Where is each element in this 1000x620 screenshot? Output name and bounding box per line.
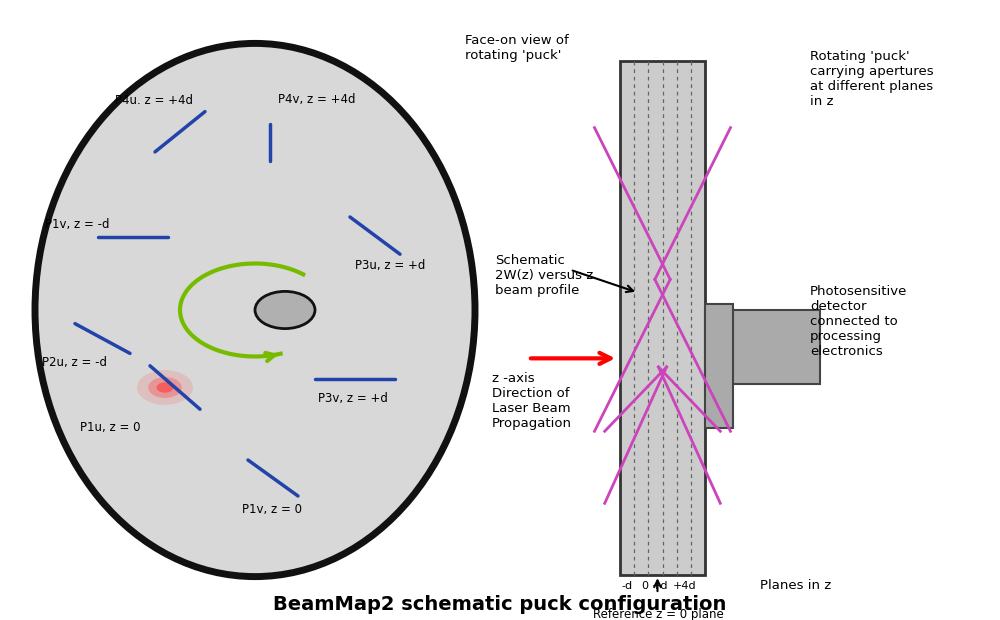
Text: P4v, z = +4d: P4v, z = +4d: [278, 93, 356, 105]
Text: Rotating 'puck'
carrying apertures
at different planes
in z: Rotating 'puck' carrying apertures at di…: [810, 50, 934, 108]
Text: -d: -d: [621, 581, 633, 591]
Circle shape: [148, 377, 182, 398]
Text: P4u. z = +4d: P4u. z = +4d: [115, 94, 193, 107]
Text: P3u, z = +d: P3u, z = +d: [355, 259, 425, 272]
Text: BeamMap2 schematic puck configuration: BeamMap2 schematic puck configuration: [273, 595, 727, 614]
Ellipse shape: [35, 43, 475, 577]
Text: P2u, z = -d: P2u, z = -d: [42, 356, 107, 369]
Circle shape: [157, 383, 173, 392]
Text: 0: 0: [642, 581, 648, 591]
Bar: [705, 310, 820, 384]
Bar: [620, 61, 705, 575]
Bar: [705, 304, 733, 428]
Text: P1v, z = -d: P1v, z = -d: [45, 218, 110, 231]
Text: Planes in z: Planes in z: [760, 580, 831, 592]
Circle shape: [137, 370, 193, 405]
Text: P3v, z = +d: P3v, z = +d: [318, 392, 388, 404]
Text: Face-on view of
rotating 'puck': Face-on view of rotating 'puck': [465, 34, 569, 62]
Text: +4d: +4d: [673, 581, 697, 591]
Text: +d: +d: [652, 581, 668, 591]
Text: Schematic
2W(z) versus z
beam profile: Schematic 2W(z) versus z beam profile: [495, 254, 593, 297]
Text: z -axis
Direction of
Laser Beam
Propagation: z -axis Direction of Laser Beam Propagat…: [492, 372, 572, 430]
Text: P1u, z = 0: P1u, z = 0: [80, 422, 140, 434]
Circle shape: [255, 291, 315, 329]
Text: Reference z = 0 plane: Reference z = 0 plane: [593, 608, 723, 620]
Text: P1v, z = 0: P1v, z = 0: [242, 503, 302, 516]
Text: Photosensitive
detector
connected to
processing
electronics: Photosensitive detector connected to pro…: [810, 285, 907, 358]
